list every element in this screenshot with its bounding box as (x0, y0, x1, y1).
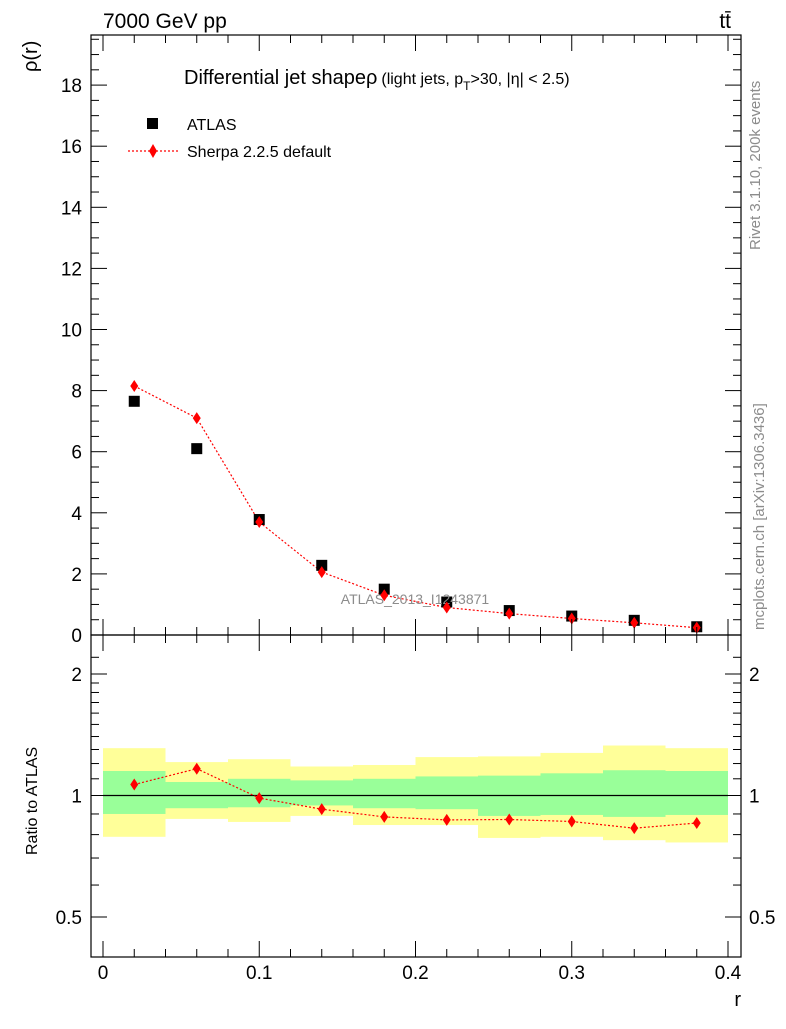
legend: ATLAS Sherpa 2.2.5 default (128, 117, 332, 161)
y-tick-label: 14 (61, 198, 83, 219)
ratio-sherpa-point (505, 813, 514, 826)
x-tick-label: 0.3 (559, 963, 585, 984)
atlas-point (191, 443, 203, 455)
atlas-point (316, 559, 328, 571)
ratio-y-tick-label: 2 (71, 665, 82, 686)
legend-sherpa-label: Sherpa 2.2.5 default (187, 144, 332, 161)
sherpa-point (442, 601, 451, 614)
mcplots-label: mcplots.cern.ch [arXiv:1306.3436] (751, 403, 768, 630)
rivet-label: Rivet 3.1.10, 200k events (747, 81, 764, 250)
y-tick-label: 2 (71, 565, 82, 586)
x-tick-label: 0.2 (402, 963, 428, 984)
sherpa-point (255, 515, 264, 528)
ratio-sherpa-point (130, 778, 139, 791)
ratio-sherpa-point (192, 762, 201, 775)
main-ylabel: ρ(r) (20, 41, 42, 72)
ratio-sherpa-point (380, 810, 389, 823)
y-tick-label: 4 (71, 504, 82, 525)
ratio-axes: 0.5 0.5 1 1 2 2 0 0.1 0.2 0.3 0.4 (56, 634, 775, 984)
x-axis-label: r (734, 989, 741, 1011)
ratio-sherpa-point (255, 792, 264, 805)
atlas-point (128, 395, 140, 407)
ratio-sherpa-point (317, 803, 326, 816)
main-subtitle-b: >30, |η| < 2.5) (471, 71, 570, 88)
inner-uncertainty-band (103, 771, 166, 814)
ratio-sherpa-point (442, 813, 451, 826)
y-tick-label: 6 (71, 443, 82, 464)
sherpa-point (380, 589, 389, 602)
inner-uncertainty-band (415, 776, 478, 810)
x-tick-label: 0.4 (715, 963, 742, 984)
analysis-watermark: ATLAS_2013_I1243871 (341, 591, 490, 607)
sherpa-point (317, 566, 326, 579)
main-axes: 0 2 4 6 8 10 12 14 16 18 (61, 34, 742, 647)
main-title: Differential jet shapeρ (light jets, pT>3… (184, 67, 570, 93)
main-title-rho: ρ (366, 67, 377, 89)
ratio-y-tick-label-right: 2 (749, 665, 760, 686)
atlas-point (378, 583, 390, 595)
y-tick-label: 0 (71, 626, 82, 647)
legend-atlas-label: ATLAS (187, 117, 237, 134)
legend-sherpa-marker (149, 144, 157, 158)
inner-uncertainty-band (290, 780, 353, 806)
sherpa-point (192, 412, 201, 425)
main-title-text: Differential jet shape (184, 67, 366, 89)
sherpa-point (567, 612, 576, 625)
ratio-y-tick-label: 1 (71, 787, 82, 808)
ratio-y-tick-label-right: 1 (749, 787, 760, 808)
y-tick-label: 8 (71, 382, 82, 403)
energy-label: 7000 GeV pp (103, 10, 227, 33)
y-tick-label: 12 (61, 259, 82, 280)
ratio-sherpa-point (567, 815, 576, 828)
ratio-plot-area (103, 745, 728, 843)
main-subtitle-a: (light jets, p (381, 71, 463, 88)
inner-uncertainty-band (353, 778, 416, 809)
sherpa-point (130, 380, 139, 393)
inner-uncertainty-band (665, 771, 728, 815)
y-tick-label: 16 (61, 137, 82, 158)
main-panel: ATLAS_2013_I1243871 Differential jet sha… (20, 34, 742, 647)
inner-uncertainty-band (603, 770, 666, 817)
y-tick-label: 10 (61, 321, 82, 342)
inner-uncertainty-band (540, 773, 603, 815)
ratio-y-tick-label: 0.5 (56, 908, 82, 929)
ratio-panel: Ratio to ATLAS 0.5 0.5 1 1 2 2 0 0.1 0.2 0.3 0.4 (24, 634, 775, 984)
x-tick-label: 0.1 (246, 963, 272, 984)
ratio-ylabel: Ratio to ATLAS (24, 747, 41, 855)
sherpa-point (630, 616, 639, 629)
process-label: tt̄ (719, 10, 731, 33)
x-tick-label: 0 (98, 963, 109, 984)
y-tick-label: 18 (61, 76, 82, 97)
ratio-y-tick-label-right: 0.5 (749, 908, 775, 929)
ratio-sherpa-point (630, 822, 639, 835)
main-subtitle-sub: T (463, 79, 471, 93)
legend-atlas-marker (147, 118, 158, 129)
main-plot-area: ATLAS_2013_I1243871 (128, 380, 703, 634)
ratio-sherpa-point (692, 816, 701, 829)
sherpa-point (505, 607, 514, 620)
